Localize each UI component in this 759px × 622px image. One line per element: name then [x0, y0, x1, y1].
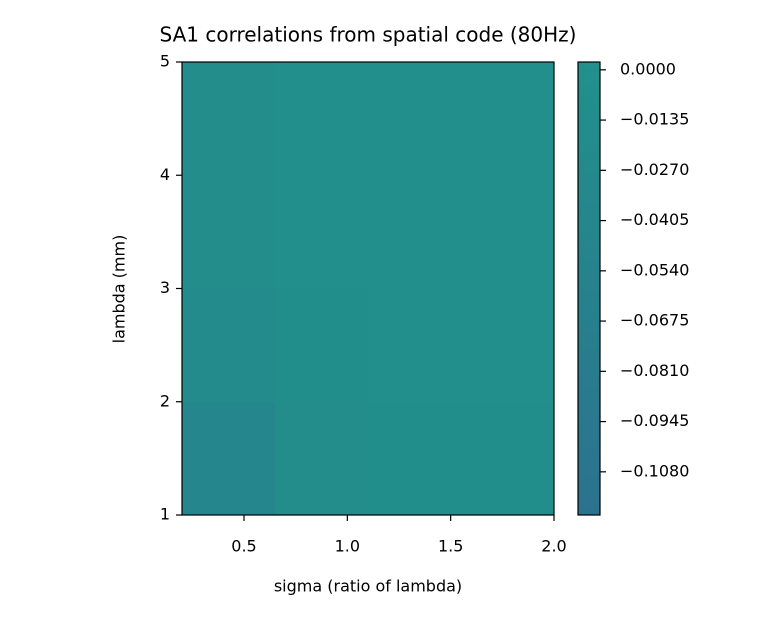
heatmap-cell [182, 175, 276, 289]
x-tick-label: 0.5 [231, 537, 256, 556]
colorbar-tick-label: −0.0270 [620, 160, 689, 179]
colorbar-tick-label: −0.0945 [620, 411, 689, 430]
y-tick-label: 2 [160, 391, 170, 410]
heatmap-cell [182, 62, 276, 176]
colorbar-tick-label: −0.1080 [620, 461, 689, 480]
chart-title: SA1 correlations from spatial code (80Hz… [160, 23, 577, 47]
heatmap-cell [275, 62, 369, 176]
colorbar-tick-label: −0.0540 [620, 260, 689, 279]
y-tick-label: 5 [160, 52, 170, 71]
heatmap-cell [275, 288, 369, 403]
heatmap-cell [275, 175, 369, 289]
heatmap-cell [368, 401, 462, 516]
y-tick-label: 1 [160, 505, 170, 524]
colorbar-tick-label: −0.0405 [620, 210, 689, 229]
y-tick-label: 4 [160, 165, 170, 184]
colorbar-tick-label: −0.0675 [620, 311, 689, 330]
heatmap-cell [182, 288, 276, 403]
heatmap-cell [368, 288, 462, 403]
heatmap-cell [461, 62, 555, 176]
heatmap-cell [368, 175, 462, 289]
heatmap-cell [461, 288, 555, 403]
heatmap-cell [461, 175, 555, 289]
y-axis-label: lambda (mm) [110, 235, 129, 344]
x-axis-label: sigma (ratio of lambda) [274, 577, 462, 596]
heatmap-cell [275, 401, 369, 516]
heatmap-cell [368, 62, 462, 176]
x-tick-label: 1.5 [438, 537, 463, 556]
colorbar [577, 61, 601, 516]
colorbar-tick-label: 0.0000 [620, 59, 676, 78]
x-tick-label: 2.0 [541, 537, 566, 556]
colorbar-tick-label: −0.0810 [620, 361, 689, 380]
heatmap-cell [461, 401, 555, 516]
heatmap-cell [182, 401, 276, 516]
colorbar-tick-label: −0.0135 [620, 110, 689, 129]
x-tick-label: 1.0 [335, 537, 360, 556]
y-tick-label: 3 [160, 278, 170, 297]
